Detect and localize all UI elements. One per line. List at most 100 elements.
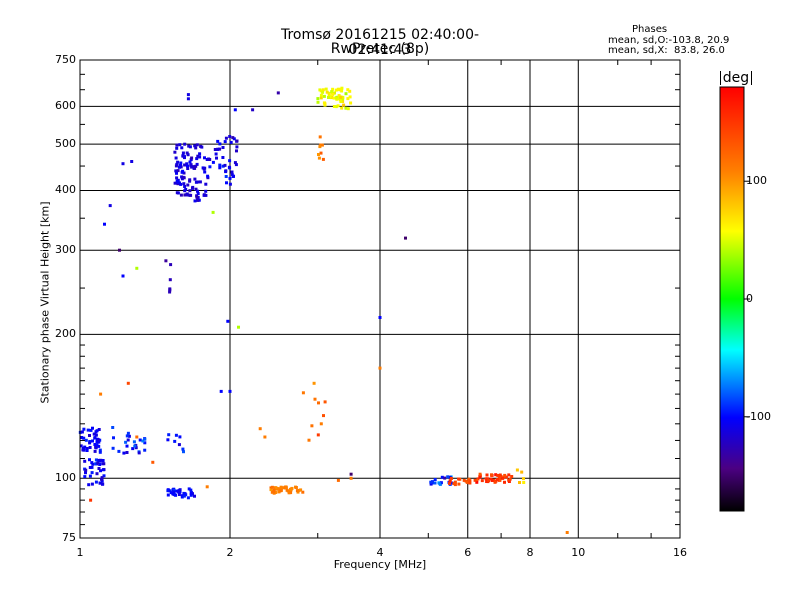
echo-point bbox=[228, 159, 232, 163]
echo-point bbox=[346, 88, 350, 92]
echo-point bbox=[515, 468, 519, 472]
y-tick-label: 300 bbox=[55, 243, 76, 257]
echo-point bbox=[438, 482, 442, 486]
echo-point bbox=[189, 492, 193, 496]
echo-point bbox=[102, 462, 106, 466]
echo-point bbox=[126, 381, 130, 385]
echo-point bbox=[133, 444, 137, 448]
echo-point bbox=[490, 479, 494, 482]
echo-point bbox=[100, 477, 103, 481]
echo-point bbox=[182, 450, 185, 454]
echo-point bbox=[325, 90, 329, 94]
echo-point bbox=[439, 481, 443, 485]
echo-point bbox=[108, 204, 112, 208]
echo-point bbox=[186, 164, 189, 168]
echo-point bbox=[88, 458, 91, 462]
echo-point bbox=[231, 136, 235, 140]
echo-point bbox=[218, 163, 222, 167]
echo-point bbox=[228, 389, 232, 393]
echo-point bbox=[475, 479, 479, 482]
echo-point bbox=[321, 88, 325, 92]
echo-point bbox=[185, 151, 189, 155]
colorbar-tick-label: 0 bbox=[746, 292, 753, 305]
echo-point bbox=[126, 438, 130, 442]
echo-point bbox=[323, 103, 327, 107]
echo-point bbox=[214, 152, 218, 156]
echo-point bbox=[204, 189, 208, 193]
echo-point bbox=[324, 87, 328, 91]
echo-point bbox=[316, 433, 320, 437]
y-tick-label: 100 bbox=[55, 471, 76, 485]
echo-point bbox=[446, 475, 450, 479]
echo-point bbox=[342, 103, 346, 107]
echo-point bbox=[183, 155, 186, 159]
echo-point bbox=[190, 165, 194, 169]
echo-point bbox=[278, 487, 282, 491]
echo-point bbox=[344, 92, 348, 96]
echo-point bbox=[181, 151, 185, 155]
echo-point bbox=[453, 480, 457, 484]
echo-point bbox=[92, 432, 96, 436]
echo-point bbox=[468, 481, 472, 485]
echo-point bbox=[221, 164, 225, 168]
echo-point bbox=[294, 486, 298, 489]
echo-point bbox=[290, 486, 294, 490]
echo-point bbox=[251, 108, 255, 112]
echo-point bbox=[496, 474, 500, 477]
echo-point bbox=[193, 199, 197, 203]
echo-point bbox=[208, 165, 212, 169]
echo-point bbox=[202, 193, 206, 197]
echo-point bbox=[327, 96, 330, 99]
echo-point bbox=[102, 474, 106, 478]
echo-point bbox=[339, 95, 343, 99]
echo-point bbox=[301, 490, 305, 494]
echo-point bbox=[198, 155, 202, 159]
colorbar-tick-label: 100 bbox=[746, 174, 767, 188]
echo-point bbox=[216, 139, 220, 143]
echo-point bbox=[319, 93, 323, 97]
echo-point bbox=[180, 495, 184, 499]
echo-point bbox=[99, 392, 103, 396]
echo-point bbox=[180, 146, 184, 150]
echo-point bbox=[449, 477, 453, 480]
echo-point bbox=[203, 156, 206, 160]
echo-point bbox=[96, 461, 100, 465]
echo-point bbox=[316, 100, 320, 104]
echo-point bbox=[429, 480, 433, 484]
echo-point bbox=[287, 491, 291, 495]
echo-point bbox=[195, 157, 199, 161]
echo-point bbox=[299, 488, 303, 492]
echo-point bbox=[84, 468, 88, 472]
echo-point bbox=[189, 193, 193, 197]
echo-point bbox=[175, 176, 179, 180]
y-tick-label: 500 bbox=[55, 137, 76, 151]
echo-point bbox=[319, 422, 323, 426]
echo-point bbox=[316, 97, 320, 101]
x-tick-label: 1 bbox=[76, 546, 84, 559]
echo-point bbox=[330, 95, 334, 99]
echo-point bbox=[178, 488, 182, 492]
echo-point bbox=[83, 475, 87, 479]
echo-point bbox=[216, 147, 220, 151]
echo-point bbox=[332, 105, 336, 108]
echo-point bbox=[224, 175, 228, 178]
echo-point bbox=[95, 443, 99, 447]
echo-point bbox=[188, 178, 192, 182]
echo-point bbox=[194, 187, 198, 191]
colorbar-unit: deg bbox=[718, 70, 754, 86]
echo-point bbox=[81, 446, 85, 450]
echo-point bbox=[219, 389, 223, 393]
echo-point bbox=[193, 144, 197, 148]
y-tick-label: 400 bbox=[55, 183, 76, 197]
echo-point bbox=[341, 95, 345, 99]
echo-point bbox=[121, 274, 125, 278]
echo-point bbox=[90, 471, 94, 475]
echo-point bbox=[184, 193, 188, 197]
echo-point bbox=[497, 477, 501, 481]
x-tick-label: 6 bbox=[464, 546, 472, 559]
echo-point bbox=[174, 433, 178, 437]
echo-point bbox=[276, 91, 280, 95]
echo-point bbox=[338, 88, 342, 92]
echo-point bbox=[111, 426, 115, 429]
echo-point bbox=[177, 443, 181, 447]
